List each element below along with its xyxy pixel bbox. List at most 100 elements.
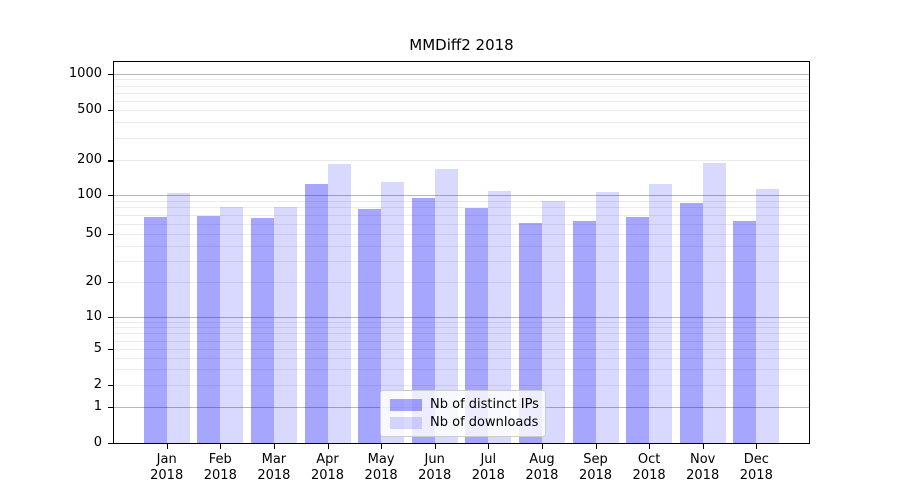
bar-distinct-ips-sep	[572, 220, 596, 444]
x-tick-mark	[273, 444, 276, 449]
minor-gridline	[114, 160, 809, 162]
bar-downloads-jul	[488, 190, 512, 444]
legend-label: Nb of distinct IPs	[430, 397, 539, 412]
bar-downloads-jan	[166, 193, 190, 444]
minor-gridline	[114, 214, 809, 216]
x-tick-mark	[541, 444, 544, 449]
y-tick-mark	[108, 194, 113, 197]
x-tick-label: Sep 2018	[564, 452, 628, 484]
x-tick-year: 2018	[632, 467, 666, 483]
bar-distinct-ips-jul	[465, 208, 489, 444]
x-tick-label: Apr 2018	[296, 452, 360, 484]
legend-swatch-distinct-ips	[390, 398, 422, 411]
x-tick-mark	[434, 444, 436, 449]
bar-distinct-ips-mar	[250, 218, 274, 444]
minor-gridline	[114, 138, 809, 140]
minor-gridline	[114, 321, 809, 323]
bar-distinct-ips-oct	[626, 217, 650, 444]
x-tick-mark	[595, 444, 597, 449]
y-tick-label: 50	[85, 225, 102, 241]
x-tick-label: Mar 2018	[242, 452, 306, 484]
x-tick-month: May	[367, 451, 395, 467]
minor-gridline	[114, 207, 809, 209]
legend-swatch-downloads	[390, 416, 422, 429]
bar-downloads-jun	[434, 169, 458, 444]
x-tick-mark	[756, 444, 758, 449]
y-tick-mark	[108, 74, 113, 76]
y-tick-mark	[108, 233, 113, 236]
minor-gridline	[114, 85, 809, 87]
bar-downloads-dec	[756, 188, 780, 444]
minor-gridline	[114, 233, 809, 235]
plot-area	[113, 61, 810, 444]
bar-downloads-may	[381, 182, 405, 444]
bar-downloads-nov	[702, 162, 726, 444]
minor-gridline	[114, 200, 809, 202]
bar-distinct-ips-feb	[197, 215, 221, 444]
bar-distinct-ips-apr	[304, 184, 328, 444]
bar-downloads-mar	[273, 207, 297, 444]
major-gridline	[114, 74, 809, 75]
x-tick-mark	[327, 444, 329, 449]
minor-gridline	[114, 122, 809, 124]
y-tick-label: 10	[85, 308, 102, 324]
y-tick-label: 100	[77, 186, 102, 202]
x-tick-month: Sep	[583, 451, 608, 467]
y-tick-mark	[108, 109, 113, 112]
y-tick-mark	[108, 384, 113, 387]
legend-label: Nb of downloads	[430, 415, 539, 430]
x-tick-month: Oct	[637, 451, 661, 467]
x-tick-label: Aug 2018	[510, 452, 574, 484]
bar-downloads-feb	[220, 207, 244, 444]
x-tick-mark	[702, 444, 704, 449]
x-tick-year: 2018	[471, 467, 505, 483]
x-tick-mark	[381, 444, 383, 449]
minor-gridline	[114, 92, 809, 94]
x-tick-year: 2018	[150, 467, 184, 483]
y-tick-label: 20	[85, 274, 102, 290]
x-tick-mark	[166, 444, 168, 449]
minor-gridline	[114, 79, 809, 81]
x-tick-month: Jun	[424, 451, 445, 467]
x-tick-month: Mar	[261, 451, 287, 467]
y-tick-mark	[108, 349, 113, 351]
y-tick-label: 2	[93, 376, 102, 392]
major-gridline	[114, 194, 809, 196]
x-tick-year: 2018	[418, 467, 452, 483]
legend-entry: Nb of downloads	[390, 415, 539, 430]
y-tick-label: 500	[77, 101, 102, 117]
major-gridline	[114, 316, 809, 318]
y-tick-label: 200	[77, 152, 102, 168]
x-tick-year: 2018	[257, 467, 291, 483]
bar-downloads-apr	[327, 164, 351, 444]
minor-gridline	[114, 100, 809, 102]
bar-distinct-ips-jan	[143, 216, 167, 444]
x-tick-year: 2018	[739, 467, 773, 483]
x-tick-month: Apr	[316, 451, 339, 467]
minor-gridline	[114, 333, 809, 335]
x-tick-month: Feb	[208, 451, 232, 467]
bar-distinct-ips-dec	[733, 220, 757, 444]
y-tick-mark	[108, 160, 113, 162]
x-tick-year: 2018	[525, 467, 559, 483]
x-tick-label: Dec 2018	[724, 452, 788, 484]
x-tick-label: Jun 2018	[403, 452, 467, 484]
x-tick-label: Nov 2018	[671, 452, 735, 484]
y-tick-label: 1000	[68, 66, 102, 81]
minor-gridline	[114, 327, 809, 329]
minor-gridline	[114, 223, 809, 225]
y-tick-mark	[108, 443, 113, 445]
legend-entry: Nb of distinct IPs	[390, 397, 539, 412]
x-tick-label: Jan 2018	[135, 452, 199, 484]
bar-downloads-sep	[595, 191, 619, 444]
y-tick-label: 1	[93, 399, 102, 415]
legend: Nb of distinct IPs Nb of downloads	[380, 390, 546, 437]
bar-distinct-ips-may	[358, 208, 382, 444]
x-tick-label: May 2018	[349, 452, 413, 484]
x-tick-label: Oct 2018	[617, 452, 681, 484]
x-tick-year: 2018	[578, 467, 613, 483]
minor-gridline	[114, 340, 809, 342]
x-tick-label: Jul 2018	[456, 452, 520, 484]
x-tick-year: 2018	[310, 467, 345, 483]
